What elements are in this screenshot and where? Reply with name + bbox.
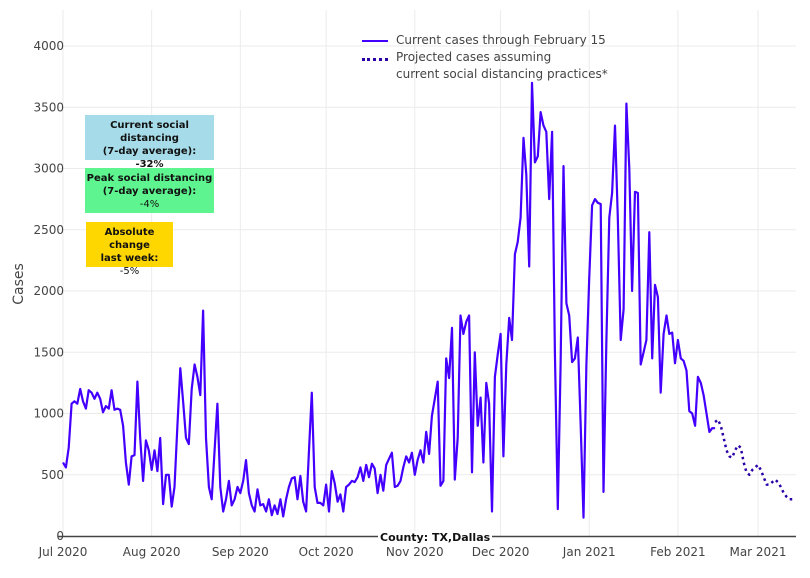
- solid-line-swatch-icon: [362, 40, 388, 42]
- x-tick-label: Dec 2020: [472, 545, 530, 559]
- x-tick-label: Oct 2020: [299, 545, 354, 559]
- y-tick-label: 3000: [33, 162, 64, 176]
- x-tick-label: Feb 2021: [650, 545, 706, 559]
- absolute-change-box: Absolute change last week: -5%: [86, 222, 173, 277]
- y-tick-label: 4000: [33, 39, 64, 53]
- y-tick-label: 500: [41, 468, 64, 482]
- y-tick-label: 3500: [33, 100, 64, 114]
- absolute-change-title-2: last week:: [100, 253, 159, 264]
- legend-item-current[interactable]: Current cases through February 15: [362, 32, 608, 49]
- legend-label-projected-2: current social distancing practices*: [396, 67, 608, 81]
- county-annotation: County: TX,Dallas: [378, 531, 493, 544]
- x-tick-label: Sep 2020: [212, 545, 269, 559]
- current-cases-line: [62, 81, 716, 519]
- peak-distancing-value: -4%: [139, 199, 160, 210]
- x-tick-label: Jul 2020: [38, 545, 88, 559]
- x-tick-label: Nov 2020: [386, 545, 444, 559]
- legend-item-projected[interactable]: Projected cases assuming current social d…: [362, 49, 608, 83]
- x-tick-label: Jan 2021: [562, 545, 616, 559]
- y-axis-title: Cases: [10, 263, 27, 305]
- peak-distancing-title-2: (7-day average):: [102, 186, 197, 197]
- y-tick-label: 1500: [33, 345, 64, 359]
- peak-distancing-title-1: Peak social distancing: [86, 173, 213, 184]
- projected-cases-line: [714, 418, 793, 501]
- x-tick-label: Mar 2021: [729, 545, 786, 559]
- peak-distancing-box: Peak social distancing (7-day average): …: [85, 168, 214, 213]
- legend[interactable]: Current cases through February 15 Projec…: [362, 32, 608, 83]
- y-tick-label: 2000: [33, 284, 64, 298]
- y-tick-label: 2500: [33, 223, 64, 237]
- dotted-line-swatch-icon: [362, 58, 388, 61]
- current-distancing-box: Current social distancing (7-day average…: [85, 115, 214, 170]
- y-tick-label: 1000: [33, 407, 64, 421]
- legend-label-projected-1: Projected cases assuming: [396, 50, 552, 64]
- absolute-change-value: -5%: [119, 266, 140, 277]
- absolute-change-title-1: Absolute change: [104, 227, 155, 251]
- current-distancing-title-1: Current social distancing: [110, 120, 189, 144]
- x-tick-label: Aug 2020: [123, 545, 181, 559]
- legend-label-current: Current cases through February 15: [396, 33, 606, 47]
- current-distancing-value: -32%: [135, 159, 164, 170]
- current-distancing-title-2: (7-day average):: [102, 146, 197, 157]
